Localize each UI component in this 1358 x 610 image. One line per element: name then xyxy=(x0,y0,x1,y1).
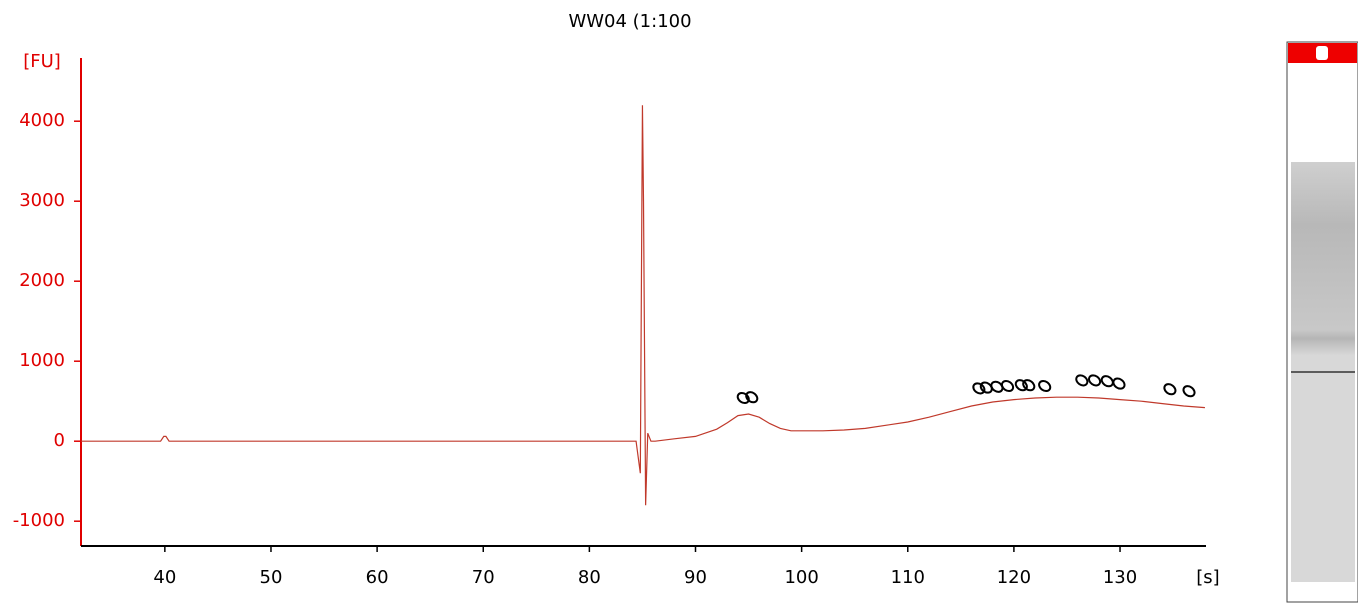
x-tick-label: 70 xyxy=(472,567,495,588)
y-tick-label: 3000 xyxy=(19,190,65,211)
x-tick-label: 40 xyxy=(153,567,176,588)
peak-marker xyxy=(979,381,993,394)
trace xyxy=(81,105,1205,506)
peak-marker xyxy=(1112,377,1126,390)
y-tick-label: 1000 xyxy=(19,350,65,371)
x-axis-label: [s] xyxy=(1196,567,1219,588)
x-tick-label: 100 xyxy=(784,567,818,588)
peak-marker xyxy=(1182,385,1196,398)
x-tick-label: 110 xyxy=(891,567,925,588)
chart-title: WW04 (1:100 xyxy=(568,11,691,32)
peak-marker xyxy=(990,380,1004,393)
y-tick-label: -1000 xyxy=(13,510,65,531)
y-axis-label: [FU] xyxy=(23,51,61,72)
peak-marker xyxy=(1022,379,1036,392)
x-tick-label: 90 xyxy=(684,567,707,588)
x-tick-label: 120 xyxy=(997,567,1031,588)
x-tick-label: 50 xyxy=(260,567,283,588)
y-tick-label: 2000 xyxy=(19,270,65,291)
gel-lane xyxy=(1286,41,1358,603)
peak-marker xyxy=(745,391,759,404)
y-tick-label: 4000 xyxy=(19,110,65,131)
x-tick-label: 60 xyxy=(366,567,389,588)
peak-marker xyxy=(1075,374,1089,387)
x-tick-label: 130 xyxy=(1103,567,1137,588)
peak-marker xyxy=(1038,379,1052,393)
peak-marker xyxy=(1100,375,1114,388)
y-tick-label: 0 xyxy=(54,430,65,451)
peak-marker xyxy=(1000,379,1015,393)
peak-marker xyxy=(1088,374,1102,387)
peak-marker xyxy=(1163,383,1177,396)
x-tick-label: 80 xyxy=(578,567,601,588)
